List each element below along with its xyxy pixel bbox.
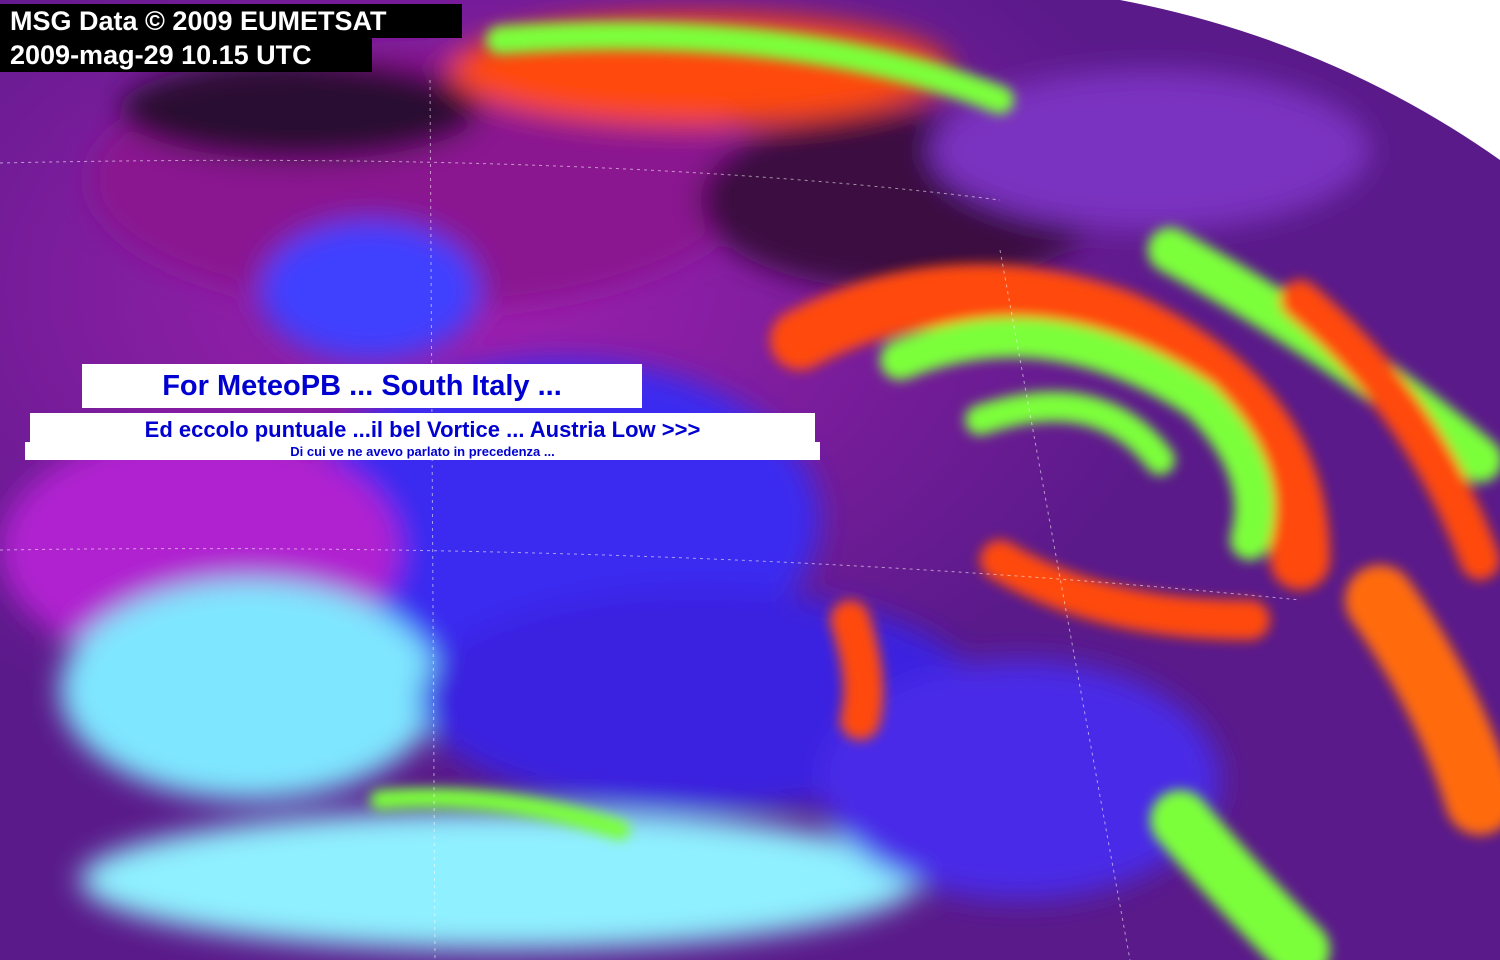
annotation-subline: Di cui ve ne avevo parlato in precedenza… (25, 442, 820, 460)
timestamp-caption: 2009-mag-29 10.15 UTC (0, 38, 372, 72)
annotation-headline: Ed eccolo puntuale ...il bel Vortice ...… (30, 413, 815, 443)
annotation-title: For MeteoPB ... South Italy ... (82, 364, 642, 408)
copyright-caption: MSG Data © 2009 EUMETSAT (0, 4, 462, 38)
